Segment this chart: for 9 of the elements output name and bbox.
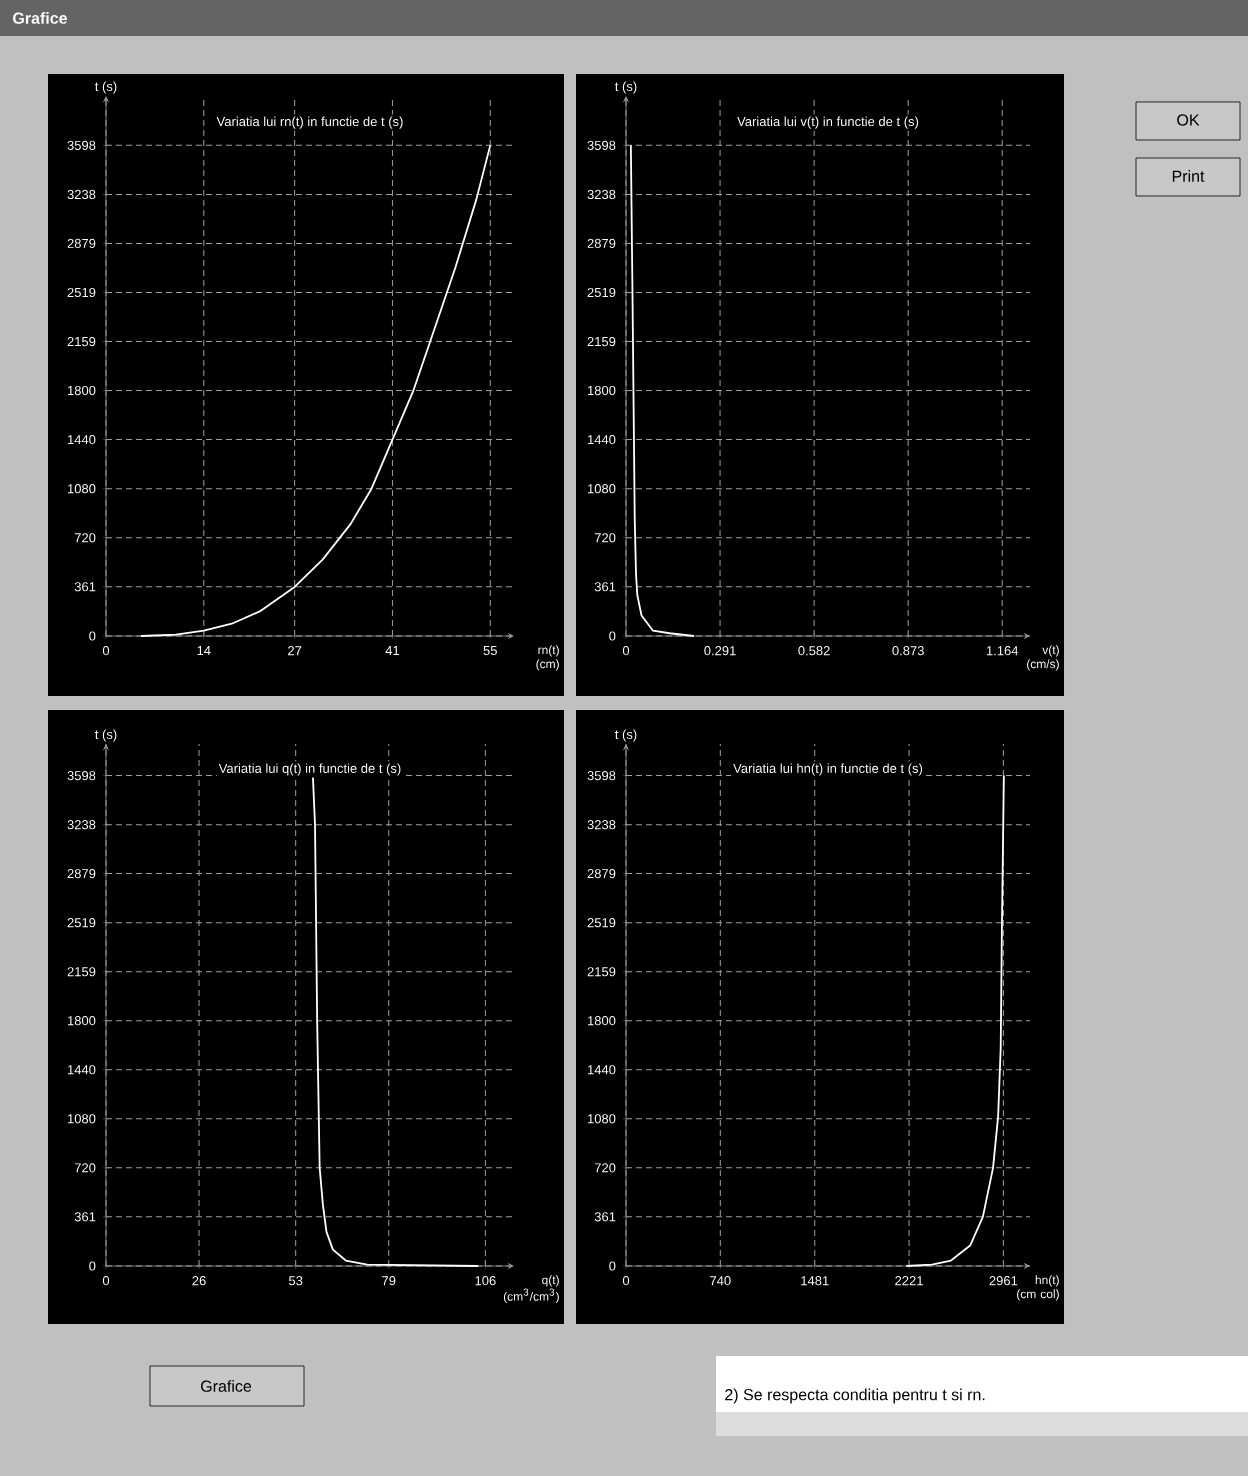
text: Grafice bbox=[201, 1380, 252, 1392]
line-series bbox=[311, 774, 480, 1267]
text: Print bbox=[1172, 170, 1205, 182]
text: Grafice bbox=[13, 12, 67, 24]
line-series bbox=[140, 144, 492, 637]
text: 2) Se respecta conditia pentru t si rn. bbox=[725, 1388, 985, 1404]
line-series bbox=[629, 144, 695, 637]
line-series bbox=[905, 774, 1005, 1267]
text: OK bbox=[1177, 114, 1200, 126]
